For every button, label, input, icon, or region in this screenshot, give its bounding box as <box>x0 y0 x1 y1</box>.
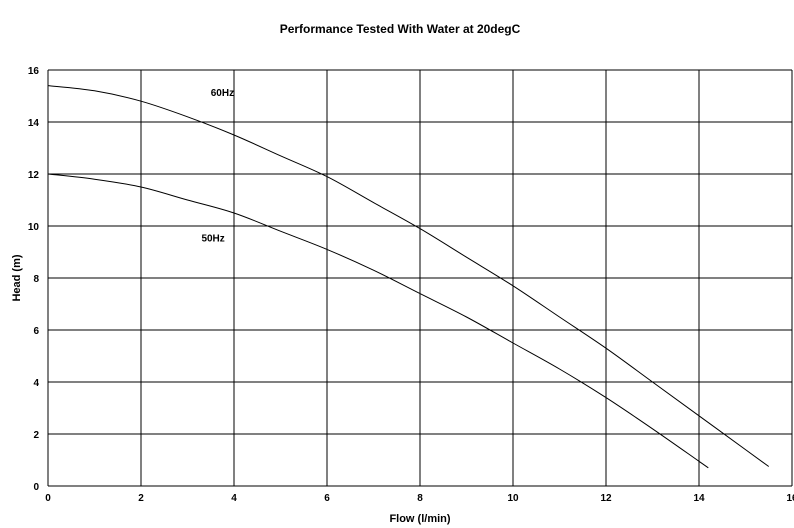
x-tick-label: 6 <box>324 493 330 504</box>
y-tick-label: 6 <box>33 326 39 337</box>
series-label-50hz: 50Hz <box>201 234 224 245</box>
series-label-60hz: 60Hz <box>211 88 234 99</box>
y-tick-label: 4 <box>33 378 39 389</box>
series-lines <box>47 85 770 469</box>
y-tick-label: 2 <box>33 430 39 441</box>
y-tick-label: 10 <box>28 222 40 233</box>
series-line-50hz <box>47 173 709 469</box>
y-axis-label: Head (m) <box>11 254 23 301</box>
grid-lines <box>47 69 793 487</box>
series-line-60hz <box>47 85 770 467</box>
y-tick-label: 0 <box>33 482 39 493</box>
tick-labels: 0 2 4 6 8 10 12 14 16 0 2 4 6 8 10 12 14 16 <box>28 66 794 504</box>
x-tick-label: 10 <box>507 493 519 504</box>
y-tick-label: 8 <box>33 274 39 285</box>
x-axis-label: Flow (l/min) <box>389 513 450 525</box>
chart-title: Performance Tested With Water at 20degC <box>280 22 521 36</box>
y-tick-label: 12 <box>28 170 40 181</box>
x-tick-label: 12 <box>600 493 612 504</box>
x-tick-label: 4 <box>231 493 237 504</box>
x-tick-label: 14 <box>693 493 705 504</box>
x-tick-label: 2 <box>138 493 144 504</box>
x-tick-label: 0 <box>45 493 51 504</box>
y-tick-label: 14 <box>28 118 40 129</box>
series-annotations: 60Hz 50Hz <box>201 88 234 245</box>
x-tick-label: 16 <box>786 493 794 504</box>
x-tick-label: 8 <box>417 493 423 504</box>
y-tick-label: 16 <box>28 66 40 77</box>
